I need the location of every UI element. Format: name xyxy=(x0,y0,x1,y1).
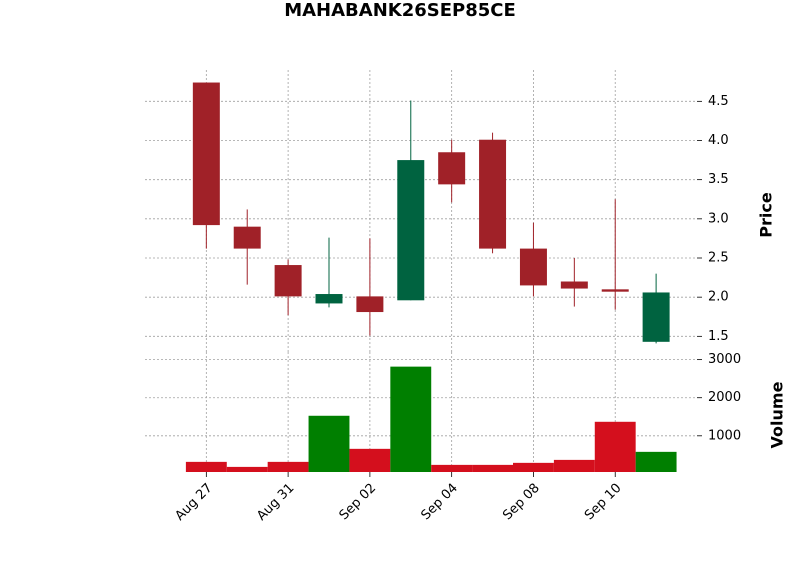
volume-bar xyxy=(513,462,554,472)
y-tick-label: 1000 xyxy=(708,428,741,443)
candle-body xyxy=(601,289,629,292)
volume-bar xyxy=(635,451,677,472)
y-tick-label: 3.5 xyxy=(708,172,729,187)
volume-bar xyxy=(594,421,636,472)
volume-bar xyxy=(308,415,350,472)
volume-bar xyxy=(431,464,473,472)
volume-bar xyxy=(553,459,595,472)
candle-body xyxy=(192,82,220,226)
x-tick-label: Sep 08 xyxy=(500,481,543,524)
y-tick-label: 2.0 xyxy=(708,290,729,305)
candle-body xyxy=(519,248,547,286)
candle-body xyxy=(479,139,507,249)
x-tick-label: Aug 31 xyxy=(254,481,297,524)
candle-body xyxy=(356,296,384,313)
volume-bar xyxy=(390,366,432,472)
chart-title: MAHABANK26SEP85CE xyxy=(284,0,516,21)
x-tick-label: Sep 10 xyxy=(582,481,625,524)
volume-bar xyxy=(185,461,227,472)
y-tick-label: 4.0 xyxy=(708,133,729,148)
y-tick-label: 2.5 xyxy=(708,251,729,266)
candle-body xyxy=(438,152,466,185)
volume-bar xyxy=(267,461,309,472)
volume-bar xyxy=(226,466,268,472)
volume-bar xyxy=(472,464,513,472)
x-tick-label: Aug 27 xyxy=(172,481,215,524)
y-axis-label: Price xyxy=(757,192,776,238)
y-tick-label: 4.5 xyxy=(708,94,729,109)
candle-body xyxy=(274,265,302,297)
candle-body xyxy=(315,294,343,304)
candle-body xyxy=(560,281,588,289)
x-tick-label: Sep 04 xyxy=(418,481,461,524)
candle-body xyxy=(642,292,670,342)
volume-axis-label: Volume xyxy=(768,381,787,448)
y-tick-label: 3000 xyxy=(708,352,741,367)
y-tick-label: 3.0 xyxy=(708,211,729,226)
candle-body xyxy=(397,160,425,301)
candle-body xyxy=(233,226,261,249)
x-tick-label: Sep 02 xyxy=(337,481,380,524)
volume-bar xyxy=(349,448,391,472)
y-tick-label: 1.5 xyxy=(708,329,729,344)
y-tick-label: 2000 xyxy=(708,390,741,405)
